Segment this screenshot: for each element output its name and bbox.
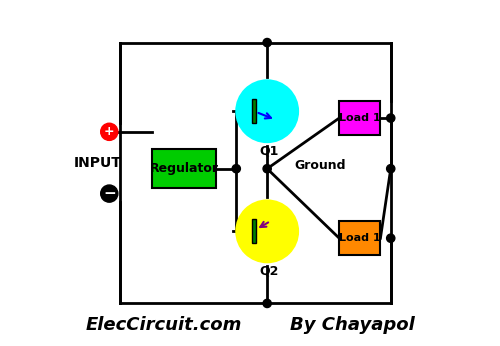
FancyBboxPatch shape — [339, 101, 380, 135]
FancyBboxPatch shape — [152, 149, 216, 189]
Circle shape — [263, 38, 272, 47]
Circle shape — [386, 114, 395, 122]
Text: Load 1: Load 1 — [339, 233, 380, 243]
Text: INPUT: INPUT — [74, 156, 121, 170]
Circle shape — [263, 165, 272, 173]
Circle shape — [100, 185, 118, 202]
Circle shape — [100, 123, 118, 140]
Text: Ground: Ground — [294, 159, 346, 172]
Text: +: + — [104, 125, 115, 138]
Text: −: − — [103, 186, 116, 201]
Text: Regulator: Regulator — [150, 162, 218, 175]
Circle shape — [263, 299, 272, 308]
FancyBboxPatch shape — [339, 221, 380, 255]
Circle shape — [236, 80, 298, 142]
FancyBboxPatch shape — [252, 219, 256, 243]
Text: Q2: Q2 — [259, 264, 278, 277]
Text: Load 1: Load 1 — [339, 113, 380, 123]
Text: By Chayapol: By Chayapol — [290, 316, 414, 334]
Circle shape — [236, 200, 298, 262]
FancyBboxPatch shape — [252, 99, 256, 123]
Circle shape — [386, 165, 395, 173]
Circle shape — [386, 234, 395, 242]
Text: Q1: Q1 — [259, 144, 278, 157]
Text: ElecCircuit.com: ElecCircuit.com — [86, 316, 241, 334]
Circle shape — [232, 165, 240, 173]
